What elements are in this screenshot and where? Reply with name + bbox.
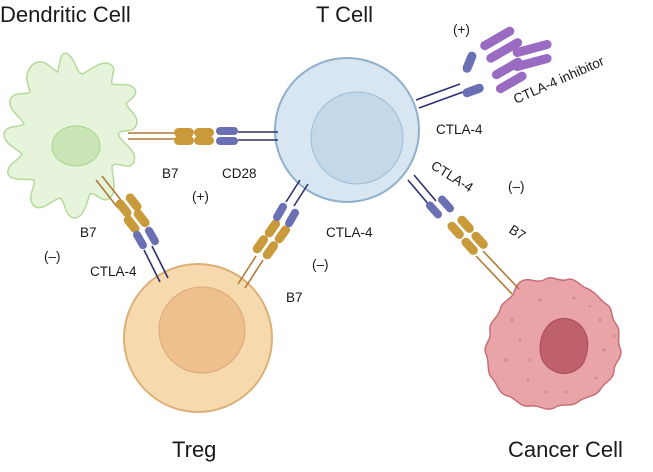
t-cell: [274, 57, 420, 203]
cancer-cell-nucleus: [539, 317, 589, 375]
dc-b7-treg-receptor: [95, 175, 150, 234]
cancer-cell-title: Cancer Cell: [508, 437, 623, 462]
label-b7-dc-top: B7: [162, 166, 179, 181]
treg-cell-nucleus: [158, 286, 246, 374]
treg-cell: [123, 263, 273, 413]
label-plus-top: (+): [453, 22, 470, 37]
cd28-receptor: [216, 127, 278, 145]
tcell-ctla4-receptor-right: [407, 174, 455, 219]
label-minus-mid: (–): [312, 257, 329, 272]
label-minus-right: (–): [508, 179, 525, 194]
label-ctla4-tcell-upper: CTLA-4: [436, 122, 483, 137]
label-b7-treg: B7: [286, 290, 303, 305]
treg-ctla4-receptor-left: [133, 226, 169, 283]
label-ctla4-treg: CTLA-4: [90, 264, 137, 279]
label-cd28: CD28: [222, 166, 257, 181]
ctla4-inhibitor-antibody: [480, 26, 552, 94]
treg-title: Treg: [172, 437, 216, 462]
treg-b7-receptor: [237, 219, 291, 289]
t-cell-nucleus: [310, 91, 404, 185]
label-b7-cancer: B7: [506, 222, 528, 243]
label-plus-center: (+): [192, 189, 209, 204]
dendritic-cell: [3, 52, 138, 219]
dendritic-cell-title: Dendritic Cell: [0, 2, 131, 27]
cancer-b7-receptor: [447, 215, 520, 295]
cancer-cell-speckles: [504, 296, 616, 394]
cancer-cell: [484, 277, 622, 410]
tcell-ctla4-receptor-lower: [273, 179, 309, 228]
label-ctla4-tcell-right: CTLA-4: [428, 158, 476, 196]
tcell-ctla4-receptor-upper: [415, 51, 484, 109]
dendritic-cell-nucleus: [51, 125, 101, 167]
label-minus-left: (–): [44, 249, 61, 264]
t-cell-title: T Cell: [316, 2, 373, 27]
label-b7-dc-left: B7: [80, 225, 97, 240]
label-ctla4-tcell-lower: CTLA-4: [326, 225, 373, 240]
dc-b7-receptor: [128, 128, 214, 145]
